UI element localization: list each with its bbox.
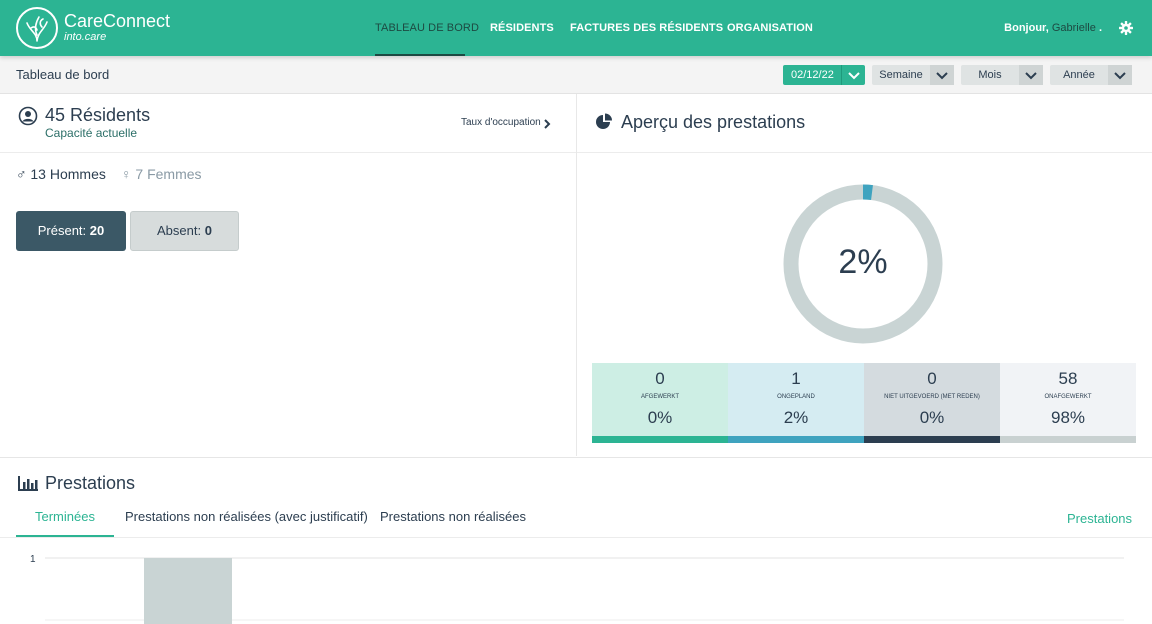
greeting-text: Bonjour, <box>1004 22 1049 34</box>
absent-label: Absent: <box>157 223 202 238</box>
present-button[interactable]: Présent: 20 <box>16 211 126 251</box>
women-count: ♀ 7 Femmes <box>121 166 202 182</box>
nav-organisation[interactable]: ORGANISATION <box>727 22 813 34</box>
range-label: Semaine <box>879 69 923 81</box>
stat-label: ONAFGEWERKT <box>1044 394 1092 400</box>
chevron-right-icon[interactable] <box>542 117 552 135</box>
tab-non-realisees[interactable]: Prestations non réalisées <box>380 509 526 524</box>
tab-non-realisees-justifiees[interactable]: Prestations non réalisées (avec justific… <box>125 509 368 524</box>
stat-color-bar <box>1000 436 1136 443</box>
stat-percentage: 0% <box>647 408 673 427</box>
stat-label: AFGEWERKT <box>640 394 679 400</box>
divider <box>0 152 576 153</box>
prestations-title: Prestations <box>45 473 136 493</box>
residents-count: 45 Résidents <box>45 105 151 125</box>
female-icon: ♀ <box>121 166 132 182</box>
y-tick-label: 1 <box>30 554 36 565</box>
stat-percentage: 2% <box>783 408 809 427</box>
absent-value: 0 <box>204 223 212 238</box>
stat-box: 0 NIET UITGEVOERD (MET REDEN) 0% <box>864 363 1000 443</box>
absent-button[interactable]: Absent: 0 <box>130 211 239 251</box>
stat-label: ONGEPLAND <box>777 394 815 400</box>
chevron-down-icon[interactable] <box>1019 65 1043 85</box>
donut-percentage: 2% <box>838 243 888 281</box>
bar-chart-icon <box>17 474 39 497</box>
stat-color-bar <box>864 436 1000 443</box>
men-count: ♂ 13 Hommes <box>16 166 106 182</box>
nav-tableau-de-bord[interactable]: TABLEAU DE BORD <box>375 22 479 34</box>
stat-box: 0 AFGEWERKT 0% <box>592 363 728 443</box>
user-circle-icon <box>18 106 38 131</box>
stat-value: 58 <box>1058 369 1078 388</box>
user-greeting[interactable]: Bonjour, Gabrielle . <box>1004 22 1102 34</box>
stat-box: 58 ONAFGEWERKT 98% <box>1000 363 1136 443</box>
chart-bar <box>144 558 232 624</box>
chevron-down-icon[interactable] <box>841 65 865 85</box>
date-picker-button[interactable]: 02/12/22 <box>783 65 865 85</box>
nav-active-underline <box>375 54 465 56</box>
apercu-title: Aperçu des prestations <box>621 112 806 132</box>
male-icon: ♂ <box>16 166 27 182</box>
user-name: Gabrielle <box>1051 22 1096 34</box>
chevron-down-icon[interactable] <box>1108 65 1132 85</box>
range-label: Mois <box>978 69 1002 81</box>
date-value: 02/12/22 <box>791 69 834 81</box>
present-value: 20 <box>89 223 105 238</box>
range-annee-button[interactable]: Année <box>1050 65 1132 85</box>
panel-divider <box>576 94 577 456</box>
prestations-link[interactable]: Prestations <box>1067 511 1133 526</box>
brand-subtitle: into.care <box>64 31 107 43</box>
top-navigation-bar: CareConnect into.care TABLEAU DE BORD RÉ… <box>0 0 1152 56</box>
stat-value: 0 <box>927 369 937 388</box>
women-label: 7 Femmes <box>135 166 202 182</box>
tab-terminees[interactable]: Terminées <box>35 509 95 524</box>
donut-value-arc <box>783 184 943 344</box>
men-label: 13 Hommes <box>30 166 106 182</box>
occupancy-link[interactable]: Taux d'occupation <box>461 117 541 128</box>
brand-name: CareConnect <box>64 11 171 31</box>
stat-percentage: 0% <box>919 408 945 427</box>
range-semaine-button[interactable]: Semaine <box>872 65 954 85</box>
divider <box>0 457 1152 458</box>
logo-icon[interactable] <box>16 7 58 49</box>
present-label: Présent: <box>37 223 87 238</box>
stat-percentage: 98% <box>1050 408 1086 427</box>
greeting-suffix: . <box>1098 22 1102 34</box>
page-title: Tableau de bord <box>16 67 110 82</box>
stat-value: 1 <box>791 369 801 388</box>
donut-chart <box>783 184 943 344</box>
chevron-down-icon[interactable] <box>930 65 954 85</box>
gear-icon[interactable] <box>1118 20 1134 36</box>
range-mois-button[interactable]: Mois <box>961 65 1043 85</box>
stat-box: 1 ONGEPLAND 2% <box>728 363 864 443</box>
stat-label: NIET UITGEVOERD (MET REDEN) <box>884 394 980 400</box>
tabs-divider <box>0 537 1152 538</box>
active-tab-underline <box>16 535 114 537</box>
stat-color-bar <box>592 436 728 443</box>
divider <box>577 152 1152 153</box>
pie-chart-icon <box>595 113 613 136</box>
sub-header: Tableau de bord 02/12/22 Semaine Mois An… <box>0 56 1152 94</box>
nav-residents[interactable]: RÉSIDENTS <box>490 22 554 34</box>
residents-caption: Capacité actuelle <box>45 126 138 140</box>
nav-factures[interactable]: FACTURES DES RÉSIDENTS <box>570 22 724 34</box>
stat-value: 0 <box>655 369 665 388</box>
range-label: Année <box>1063 69 1095 81</box>
prestations-chart: 1 <box>30 554 1124 624</box>
stat-color-bar <box>728 436 864 443</box>
